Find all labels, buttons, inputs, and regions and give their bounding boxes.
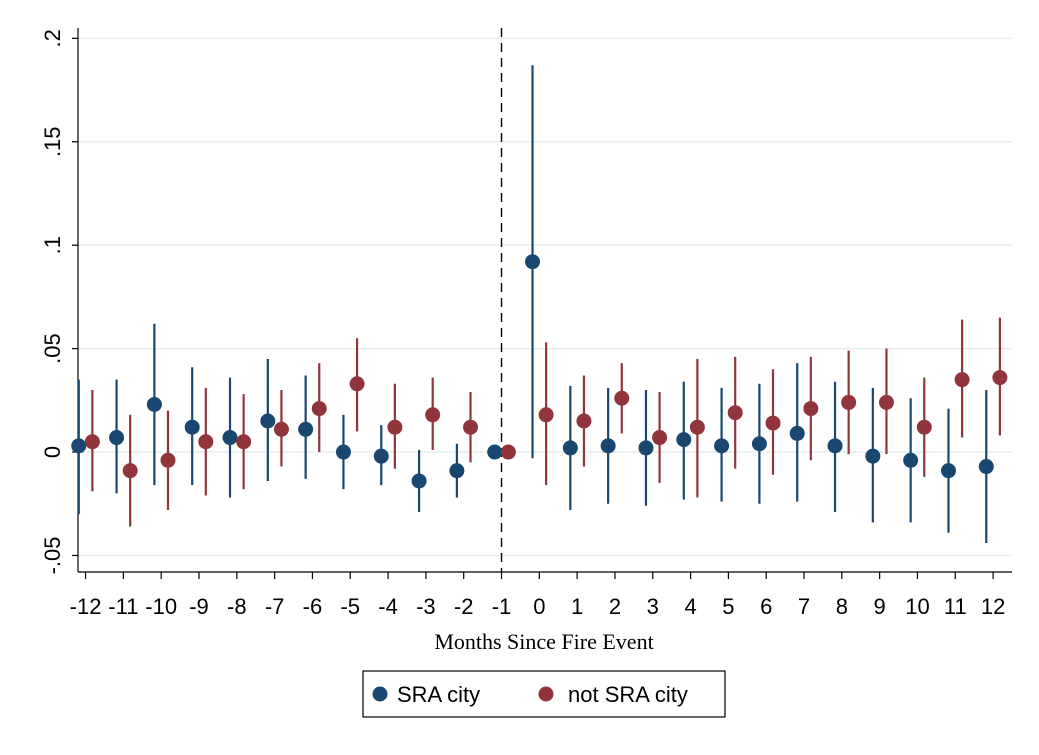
- x-tick-label: -5: [340, 594, 360, 619]
- x-tick-label: -10: [145, 594, 177, 619]
- y-tick-label: .1: [40, 236, 65, 254]
- data-point: [614, 390, 630, 406]
- data-point: [387, 419, 403, 435]
- y-tick-label: .05: [40, 333, 65, 364]
- data-point: [765, 415, 781, 431]
- data-point: [273, 421, 289, 437]
- x-tick-label: 7: [798, 594, 810, 619]
- y-tick-label: .15: [40, 126, 65, 157]
- x-axis-title: Months Since Fire Event: [434, 629, 653, 654]
- x-tick-label: -3: [416, 594, 436, 619]
- y-tick-label: .2: [40, 29, 65, 47]
- legend-label-not-sra-city: not SRA city: [568, 682, 688, 707]
- gridlines: [78, 37, 1012, 557]
- data-point: [109, 430, 125, 446]
- x-tick-label: -9: [189, 594, 209, 619]
- data-point: [373, 448, 389, 464]
- data-point: [425, 407, 441, 423]
- x-tick-label: -12: [70, 594, 102, 619]
- data-point: [260, 413, 276, 429]
- x-tick-label: -4: [378, 594, 398, 619]
- data-point: [160, 452, 176, 468]
- data-point: [954, 372, 970, 388]
- legend-label-sra-city: SRA city: [397, 682, 480, 707]
- data-point: [335, 444, 351, 460]
- x-tick-label: 10: [905, 594, 929, 619]
- data-point: [803, 401, 819, 417]
- x-tick-label: 5: [722, 594, 734, 619]
- data-point: [349, 376, 365, 392]
- data-point: [525, 254, 541, 270]
- data-point: [676, 432, 692, 448]
- x-tick-label: -1: [492, 594, 512, 619]
- data-point: [71, 438, 87, 454]
- data-point: [538, 407, 554, 423]
- data-point: [878, 394, 894, 410]
- x-tick-label: 2: [609, 594, 621, 619]
- x-tick-label: -11: [108, 594, 138, 619]
- data-point: [298, 421, 314, 437]
- x-tick-label: 6: [760, 594, 772, 619]
- data-point: [184, 419, 200, 435]
- data-point: [714, 438, 730, 454]
- y-tick-labels: -.05 0 .05 .1 .15 .2: [40, 29, 65, 574]
- x-tick-labels: -12 -11 -10 -9 -8 -7 -6 -5 -4 -3 -2 -1 0 1 2 3 4 5 6 7 8 9 10 1…: [70, 594, 1006, 619]
- data-point: [865, 448, 881, 464]
- x-tick-label: -6: [303, 594, 323, 619]
- data-point: [487, 444, 503, 460]
- x-tick-label: -7: [265, 594, 285, 619]
- data-point: [600, 438, 616, 454]
- data-point: [449, 463, 465, 479]
- x-tick-label: -2: [454, 594, 474, 619]
- legend-marker-not-sra-city: [538, 686, 554, 702]
- data-point: [84, 434, 100, 450]
- series-not-sra-city: [84, 317, 1008, 527]
- x-tick-label: 0: [533, 594, 545, 619]
- legend: SRA city not SRA city: [362, 670, 726, 718]
- data-point: [311, 401, 327, 417]
- data-point: [916, 419, 932, 435]
- data-point: [198, 434, 214, 450]
- data-point: [652, 430, 668, 446]
- data-point: [576, 413, 592, 429]
- data-point: [727, 405, 743, 421]
- data-point: [992, 370, 1008, 386]
- x-tick-label: 11: [944, 594, 967, 619]
- data-point: [978, 459, 994, 475]
- data-point: [903, 452, 919, 468]
- x-tick-label: 9: [874, 594, 886, 619]
- data-point: [463, 419, 479, 435]
- data-point: [827, 438, 843, 454]
- x-tick-label: 8: [836, 594, 848, 619]
- data-point: [122, 463, 138, 479]
- data-point: [562, 440, 578, 456]
- x-tick-label: 4: [684, 594, 696, 619]
- data-point: [638, 440, 654, 456]
- x-tick-label: 1: [571, 594, 583, 619]
- y-tick-label: 0: [40, 446, 65, 458]
- legend-marker-sra-city: [372, 686, 388, 702]
- data-point: [789, 425, 805, 441]
- series-sra-city: [71, 65, 994, 544]
- data-point: [146, 396, 162, 412]
- x-tick-label: 3: [647, 594, 659, 619]
- data-point: [222, 430, 238, 446]
- data-point: [940, 463, 956, 479]
- data-point: [500, 444, 516, 460]
- y-tick-label: -.05: [40, 536, 65, 574]
- data-point: [841, 394, 857, 410]
- x-tick-label: 12: [981, 594, 1005, 619]
- data-point: [236, 434, 252, 450]
- data-point: [689, 419, 705, 435]
- data-point: [411, 473, 427, 489]
- x-tick-label: -8: [227, 594, 247, 619]
- data-point: [751, 436, 767, 452]
- data-marks: [71, 65, 1008, 544]
